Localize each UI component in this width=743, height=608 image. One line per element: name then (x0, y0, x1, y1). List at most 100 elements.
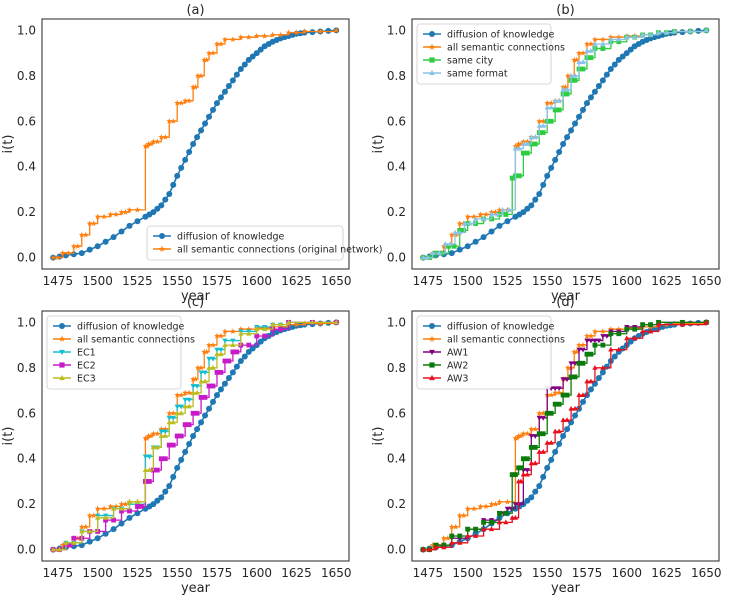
data-point (166, 442, 172, 448)
data-point (158, 494, 165, 501)
data-point (210, 356, 216, 362)
data-point (198, 127, 205, 134)
data-point (448, 523, 455, 530)
data-point (110, 526, 117, 533)
data-point (142, 467, 149, 473)
data-point (194, 134, 201, 141)
data-point (59, 541, 66, 548)
data-point (94, 535, 101, 542)
legend-box (146, 225, 344, 261)
data-point (79, 528, 85, 534)
data-point (580, 49, 586, 56)
y-tick-label: 0.4 (387, 452, 406, 466)
data-point (150, 138, 157, 145)
data-point (552, 401, 558, 407)
data-point (192, 376, 199, 382)
axes-frame (411, 310, 720, 562)
legend-swatch-marker (159, 233, 165, 239)
data-point (262, 326, 268, 332)
data-point (241, 353, 248, 360)
data-point (615, 326, 622, 332)
legend-label: AW3 (447, 373, 468, 384)
x-tick-label: 1550 (162, 274, 193, 288)
data-point (150, 430, 157, 437)
legend-swatch-marker (59, 374, 65, 381)
data-point (588, 338, 594, 344)
data-point (111, 517, 116, 523)
data-point (544, 104, 550, 110)
data-point (190, 141, 197, 147)
y-tick-label: 0.0 (387, 543, 406, 557)
data-point (209, 398, 216, 405)
data-point (520, 209, 527, 216)
data-point (425, 254, 431, 260)
data-point (472, 533, 479, 538)
data-point (218, 347, 224, 353)
legend-swatch-marker (158, 245, 166, 252)
x-tick-label: 1625 (651, 566, 682, 580)
data-point (604, 334, 610, 339)
legend-swatch-marker (429, 362, 435, 368)
data-point (536, 431, 542, 437)
data-point (591, 380, 598, 387)
data-point (139, 504, 144, 509)
x-axis-label: year (181, 581, 211, 596)
y-tick-label: 0.2 (17, 497, 36, 511)
data-point (512, 472, 518, 478)
legend-label: all semantic connections (447, 42, 565, 53)
data-point (182, 156, 189, 163)
data-point (457, 539, 463, 545)
data-point (154, 467, 160, 473)
data-point (536, 449, 542, 454)
data-point (225, 83, 232, 90)
data-point (540, 410, 547, 416)
data-point (568, 127, 575, 134)
data-point (456, 220, 463, 227)
y-tick-label: 0.4 (17, 452, 36, 466)
legend-swatch-marker (429, 374, 435, 381)
data-point (461, 220, 468, 226)
legend-label: AW2 (447, 360, 468, 371)
y-tick-label: 1.0 (17, 315, 36, 329)
data-point (616, 39, 622, 45)
data-point (548, 99, 555, 106)
data-point (436, 250, 442, 256)
data-point (556, 440, 563, 447)
data-point (154, 444, 160, 450)
data-point (579, 398, 586, 405)
data-point (588, 47, 594, 53)
y-tick-label: 0.2 (17, 205, 36, 219)
x-tick-label: 1525 (492, 566, 523, 580)
data-point (158, 429, 164, 435)
data-point (506, 207, 512, 212)
data-point (110, 234, 117, 241)
data-point (166, 410, 173, 416)
data-point (592, 41, 598, 46)
data-point (145, 140, 152, 147)
data-point (222, 338, 228, 344)
legend-label: all semantic connections (447, 334, 565, 345)
data-point (456, 512, 463, 519)
data-point (556, 386, 562, 392)
data-point (198, 394, 204, 400)
data-point (472, 216, 479, 221)
series-ec3 (50, 319, 339, 552)
data-point (580, 347, 586, 353)
data-point (186, 440, 193, 447)
data-point (214, 347, 220, 353)
data-point (465, 526, 471, 532)
data-point (202, 412, 209, 419)
data-point (202, 370, 208, 376)
legend-box (46, 315, 182, 390)
data-point (206, 113, 213, 120)
data-point (234, 349, 240, 355)
data-point (663, 29, 670, 35)
data-point (67, 542, 73, 548)
panel-b: 1475 1500 1525 1550 1575 1600 1625 1650 0.0 0.2 0.… (371, 3, 722, 304)
data-point (588, 55, 594, 61)
data-point (544, 439, 550, 445)
data-point (190, 384, 196, 389)
data-point (134, 510, 141, 517)
data-point (596, 338, 602, 344)
data-point (564, 134, 571, 141)
